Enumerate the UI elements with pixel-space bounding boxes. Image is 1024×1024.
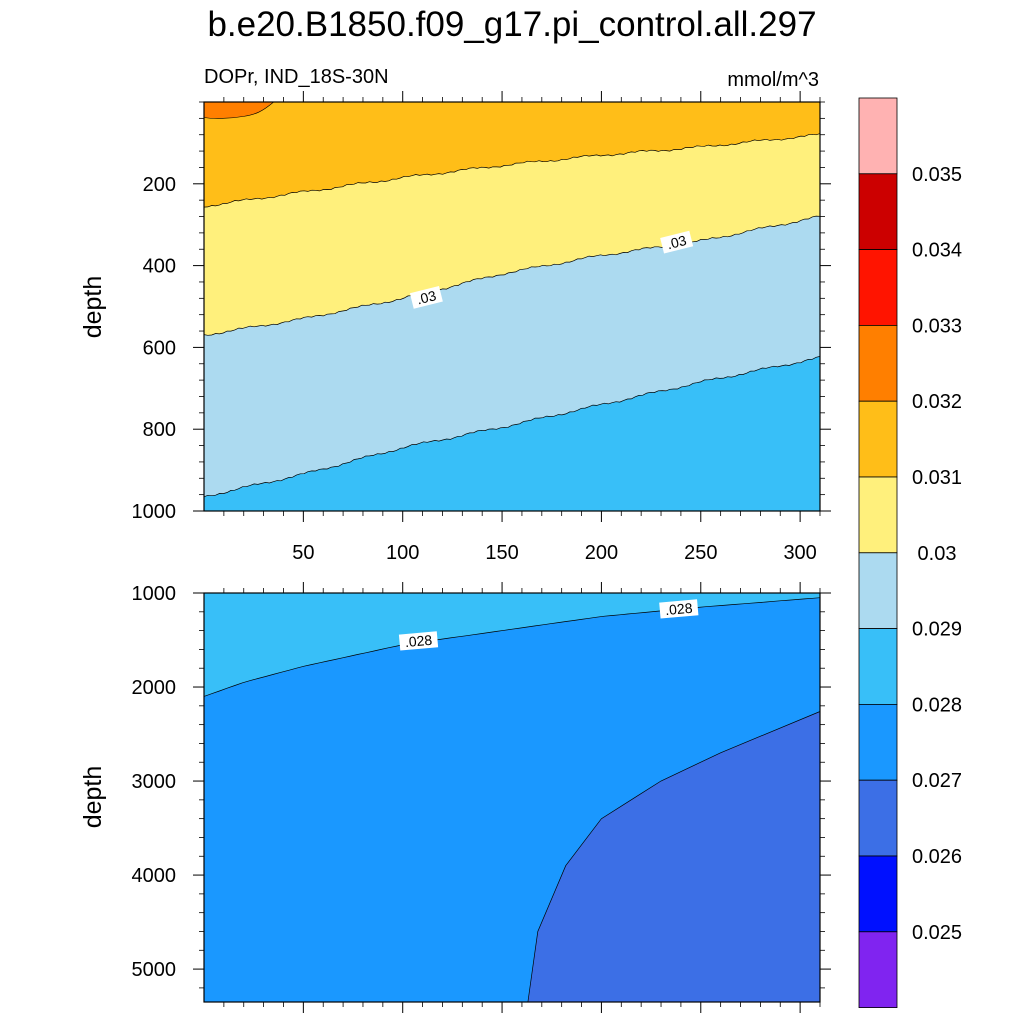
lower-ylabel: depth <box>79 766 107 829</box>
colorbar-label: 0.034 <box>912 240 962 262</box>
y-tick-label: 5000 <box>132 959 177 981</box>
upper-plot-frame <box>203 101 821 512</box>
colorbar-swatch <box>858 931 898 1008</box>
band-0.031-0.032 <box>204 102 820 208</box>
colorbar-swatch <box>858 173 898 251</box>
colorbar-label: 0.025 <box>912 922 962 944</box>
contour-line-0.031 <box>203 133 821 208</box>
upper-axis-ticks: 200 400 600 800 1000 50 100 150 200 250 300 <box>132 91 831 564</box>
contour-line-0.027 <box>527 711 821 1003</box>
lower-axis-ticks: 1000 2000 3000 4000 5000 <box>132 582 831 1013</box>
x-tick-label: 150 <box>485 542 518 564</box>
x-tick-label: 250 <box>684 542 717 564</box>
contour-label: .03 <box>409 285 443 309</box>
upper-panel: DOPr, IND_18S-30N mmol/m^3 depth .03.03 … <box>79 66 831 564</box>
contour-line-0.029 <box>203 356 821 498</box>
colorbar-label: 0.031 <box>912 467 962 489</box>
y-tick-label: 3000 <box>132 771 177 793</box>
colorbar-label: 0.029 <box>912 619 962 641</box>
y-tick-label: 200 <box>143 174 176 196</box>
x-tick-label: 50 <box>292 542 314 564</box>
x-tick-label: 300 <box>783 542 816 564</box>
y-tick-label: 1000 <box>132 501 177 523</box>
colorbar-swatch <box>858 400 898 478</box>
colorbar-swatch <box>858 249 898 326</box>
lower-contour-labels: .028 .028 <box>398 599 699 651</box>
upper-left-label: DOPr, IND_18S-30N <box>204 66 389 88</box>
contour-label-text: .028 <box>665 600 694 618</box>
contour-label-text: .028 <box>404 632 433 650</box>
colorbar-label: 0.03 <box>918 543 957 565</box>
band-0.032-0.033 <box>203 101 275 119</box>
upper-contour-labels: .03 .03 <box>409 230 694 309</box>
contour-line-0.028 <box>203 597 821 697</box>
y-tick-label: 2000 <box>132 677 177 699</box>
upper-contour-fills <box>203 101 820 511</box>
upper-ylabel: depth <box>79 276 107 339</box>
figure-title: b.e20.B1850.f09_g17.pi_control.all.297 <box>207 5 816 44</box>
upper-contour-lines <box>203 133 821 498</box>
colorbar: 0.035 0.034 0.033 0.032 0.031 0.03 0.029 0.028 0… <box>858 97 962 1008</box>
colorbar-label: 0.032 <box>912 391 962 413</box>
contour-label: .03 <box>660 230 694 254</box>
colorbar-label: 0.035 <box>912 164 962 186</box>
y-tick-label: 600 <box>143 337 176 359</box>
colorbar-swatch <box>858 628 898 705</box>
colorbar-label: 0.026 <box>912 846 962 868</box>
colorbar-swatch <box>858 324 898 402</box>
colorbar-swatch <box>858 855 898 933</box>
colorbar-swatch <box>858 552 898 629</box>
y-tick-label: 1000 <box>132 583 177 605</box>
contour-label-text: .03 <box>415 287 438 307</box>
lower-panel: depth .028 .028 1000 2000 3000 4000 5000 <box>79 582 831 1013</box>
lower-contour-lines <box>203 597 821 1003</box>
band-0.026-0.027 <box>527 711 820 1002</box>
colorbar-swatch <box>858 704 898 781</box>
colorbar-label: 0.027 <box>912 770 962 792</box>
colorbar-swatch <box>858 476 898 554</box>
colorbar-label: 0.028 <box>912 694 962 716</box>
lower-contour-fills <box>204 593 820 1002</box>
x-tick-label: 200 <box>585 542 618 564</box>
lower-plot-frame <box>203 592 821 1003</box>
y-tick-label: 800 <box>143 419 176 441</box>
colorbar-label: 0.033 <box>912 315 962 337</box>
y-tick-label: 4000 <box>132 865 177 887</box>
colorbar-swatch <box>858 97 898 175</box>
contour-label: .028 <box>398 631 439 651</box>
x-tick-label: 100 <box>386 542 419 564</box>
y-tick-label: 400 <box>143 256 176 278</box>
contour-line-0.03 <box>203 215 821 336</box>
contour-label-text: .03 <box>665 232 688 252</box>
upper-right-label: mmol/m^3 <box>727 69 819 91</box>
contour-label: .028 <box>659 599 699 619</box>
colorbar-swatch <box>858 779 898 857</box>
